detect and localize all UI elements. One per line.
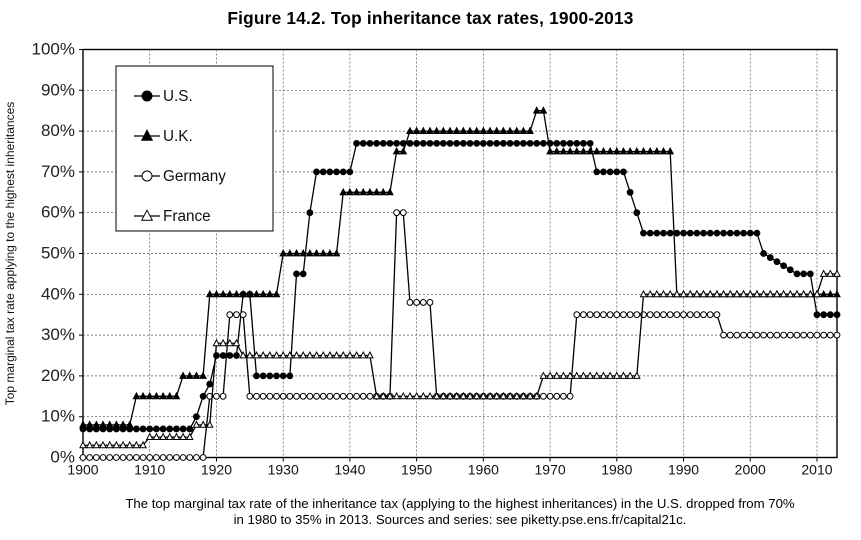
svg-text:1990: 1990 [668,462,699,478]
svg-text:1980: 1980 [601,462,632,478]
svg-text:40%: 40% [41,284,75,303]
svg-text:2010: 2010 [801,462,832,478]
svg-text:1940: 1940 [334,462,365,478]
svg-text:U.K.: U.K. [163,128,193,145]
svg-text:1910: 1910 [134,462,165,478]
svg-text:10%: 10% [41,407,75,426]
svg-text:France: France [163,208,211,225]
svg-text:Top marginal tax rate applying: Top marginal tax rate applying to the hi… [3,102,17,406]
svg-text:90%: 90% [41,80,75,99]
svg-text:100%: 100% [32,40,75,59]
svg-text:1970: 1970 [535,462,566,478]
svg-text:2000: 2000 [735,462,766,478]
svg-text:1960: 1960 [468,462,499,478]
svg-text:70%: 70% [41,162,75,181]
svg-text:1950: 1950 [401,462,432,478]
svg-text:1900: 1900 [67,462,98,478]
svg-text:30%: 30% [41,325,75,344]
svg-text:Germany: Germany [163,168,226,185]
svg-text:80%: 80% [41,121,75,140]
svg-text:1930: 1930 [268,462,299,478]
svg-text:50%: 50% [41,244,75,263]
svg-text:20%: 20% [41,366,75,385]
svg-text:60%: 60% [41,203,75,222]
svg-text:U.S.: U.S. [163,88,193,105]
svg-text:1920: 1920 [201,462,232,478]
